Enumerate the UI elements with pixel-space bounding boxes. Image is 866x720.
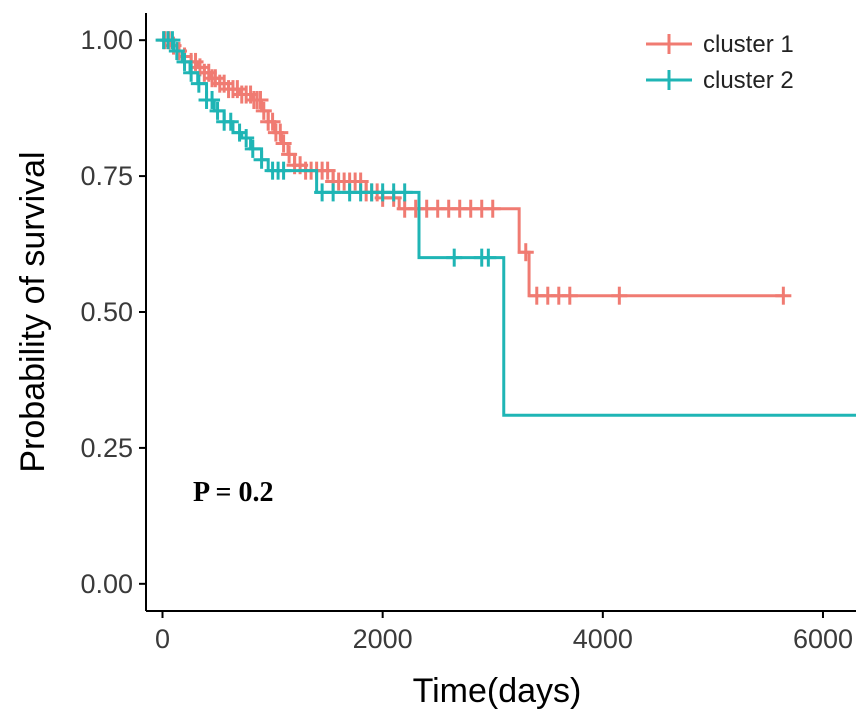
y-tick-label: 0.75 xyxy=(80,161,133,191)
censor-mark xyxy=(209,101,226,120)
censor-mark xyxy=(222,112,239,131)
legend: cluster 1 cluster 2 xyxy=(646,31,794,94)
x-tick-label: 6000 xyxy=(793,624,853,654)
censor-mark xyxy=(272,123,289,142)
censor-mark xyxy=(164,31,181,50)
censor-mark xyxy=(275,161,292,180)
censor-mark xyxy=(252,90,269,109)
p-value-annotation: P = 0.2 xyxy=(193,477,274,508)
censor-mark xyxy=(517,243,534,262)
series-line-cluster-2 xyxy=(162,38,856,417)
censor-mark xyxy=(281,145,298,164)
censor-mark xyxy=(561,286,578,305)
y-axis-title: Probability of survival xyxy=(14,151,52,472)
y-tick-label: 0.50 xyxy=(80,297,133,327)
censor-mark xyxy=(319,161,336,180)
x-tick-label: 4000 xyxy=(573,624,633,654)
y-tick-label: 1.00 xyxy=(80,25,133,55)
censor-mark xyxy=(264,112,281,131)
censor-mark xyxy=(275,134,292,153)
censor-mark xyxy=(183,63,200,82)
legend-item-cluster-2: cluster 2 xyxy=(646,67,794,94)
censor-mark xyxy=(480,248,497,267)
y-tick-label: 0.25 xyxy=(80,433,133,463)
y-tick-label: 0.00 xyxy=(80,569,133,599)
y-ticks: 0.00 0.25 0.50 0.75 1.00 xyxy=(80,25,146,599)
censor-mark xyxy=(255,101,272,120)
censor-mark xyxy=(775,286,792,305)
censor-mark xyxy=(204,90,221,109)
censor-mark xyxy=(396,183,413,202)
x-tick-label: 2000 xyxy=(353,624,413,654)
censor-mark xyxy=(253,150,270,169)
legend-item-cluster-1: cluster 1 xyxy=(646,31,794,58)
censor-mark xyxy=(176,52,193,71)
censor-mark xyxy=(611,286,628,305)
x-tick-label: 0 xyxy=(155,624,170,654)
x-ticks: 0 2000 4000 6000 xyxy=(155,611,853,654)
censor-mark xyxy=(168,42,185,61)
censor-mark xyxy=(190,74,207,93)
censor-mark xyxy=(446,248,463,267)
series-layer xyxy=(155,31,856,417)
censor-mark xyxy=(484,199,501,218)
censor-mark xyxy=(244,139,261,158)
censor-mark xyxy=(238,129,255,148)
censor-mark xyxy=(325,183,342,202)
legend-label: cluster 2 xyxy=(703,67,794,94)
x-axis-title: Time(days) xyxy=(413,672,582,710)
legend-label: cluster 1 xyxy=(703,31,794,58)
